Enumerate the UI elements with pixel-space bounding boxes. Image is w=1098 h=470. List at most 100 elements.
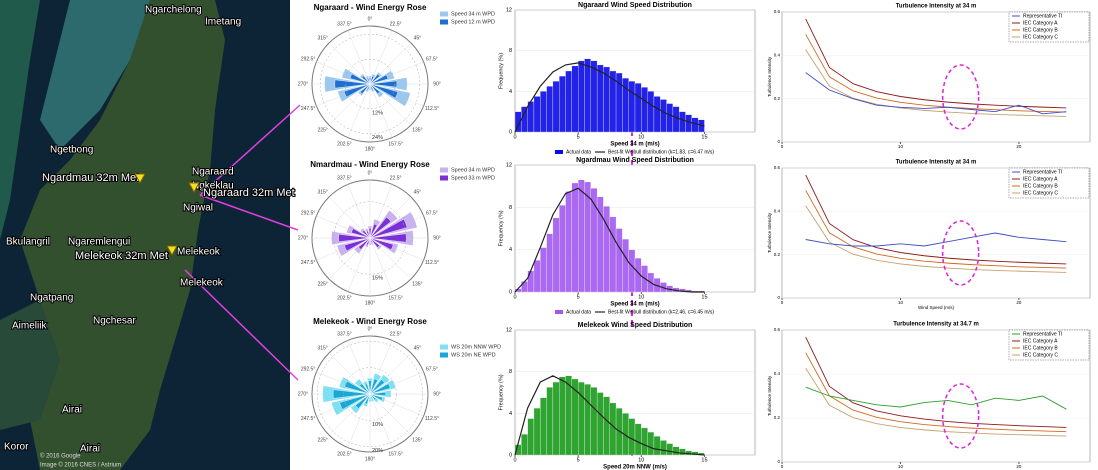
rose-wedge	[369, 75, 375, 85]
x-tick-label: 15	[701, 134, 707, 140]
direction-label: 247.5°	[301, 416, 316, 422]
rose-wedge	[369, 393, 383, 401]
fit-line	[514, 62, 705, 133]
direction-label: 157.5°	[388, 141, 403, 147]
rose-wedge	[369, 383, 391, 395]
x-tick-label: 0	[781, 464, 784, 469]
rose-wedge	[349, 73, 371, 85]
direction-label: 135°	[412, 437, 422, 443]
y-tick-label: 0.6	[774, 165, 781, 170]
y-tick-label: 8	[509, 369, 512, 375]
rose-ring	[343, 367, 397, 421]
bar	[552, 81, 560, 133]
rose-wedge	[359, 383, 371, 395]
direction-label: 22.5°	[390, 175, 402, 181]
bar	[540, 91, 547, 133]
chart-title: Melekeok Wind Speed Distribution	[578, 322, 693, 329]
direction-label: 180°	[365, 300, 375, 306]
y-axis-label: Turbulence Intensity	[767, 56, 772, 97]
y-tick-label: 4	[509, 411, 512, 417]
bar	[660, 440, 667, 456]
line-chart: Turbulence Intensity at 34 m 0 0.2 0.4 0.6 0 1…	[767, 160, 1091, 310]
direction-label: 67.5°	[426, 210, 438, 216]
legend-box	[1008, 11, 1090, 43]
y-tick-label: 12	[506, 327, 512, 333]
rose-wedge	[361, 75, 371, 85]
rose-spoke	[369, 83, 393, 138]
x-tick-label: 10	[898, 464, 904, 469]
bar	[647, 91, 655, 133]
ring-label: 24%	[372, 135, 383, 141]
rose-wedge	[366, 237, 371, 246]
x-tick-label: 0	[513, 457, 516, 463]
direction-label: 180°	[365, 146, 375, 152]
series-line	[805, 49, 1067, 117]
direction-label: 180°	[365, 456, 375, 462]
bar	[609, 402, 617, 456]
map-label: Melekeok 32m Met	[75, 250, 168, 262]
bar	[622, 238, 629, 293]
x-axis-label: Speed 34 m (m/s)	[610, 302, 659, 308]
connectors	[184, 104, 301, 381]
legend-label: WS 20m NE WPD	[451, 352, 496, 358]
bar	[603, 206, 610, 293]
map-label: Ngkeklau	[192, 181, 234, 192]
bar	[641, 87, 648, 133]
direction-label: 225°	[317, 127, 327, 133]
map-label: Airai	[80, 444, 100, 455]
y-axis-label: Frequency (%)	[498, 210, 504, 246]
legend-label: Representative TI	[1023, 13, 1062, 19]
x-tick-label: 5	[577, 294, 580, 300]
y-axis-label: Frequency (%)	[498, 374, 504, 410]
legend-swatch	[440, 344, 448, 350]
rose-wedge	[358, 237, 371, 250]
histogram: Ngardmau Wind Speed Distribution 0 4 8 12 0 5 1…	[498, 157, 756, 315]
direction-label: 315°	[317, 345, 327, 351]
chart-title: Ngaraard Wind Speed Distribution	[578, 2, 692, 9]
rose-spoke	[347, 30, 371, 85]
x-tick-label: 10	[898, 300, 904, 305]
x-tick-label: 10	[638, 457, 644, 463]
chart-title: Turbulence Intensity at 34.7 m	[893, 322, 979, 328]
x-tick-label: 0	[781, 300, 784, 305]
bar	[672, 106, 680, 133]
map-label: Bkulangril	[6, 237, 50, 248]
rose-wedge	[369, 237, 380, 248]
rose-wedge	[338, 234, 371, 242]
direction-label: 22.5°	[390, 331, 402, 337]
direction-label: 157.5°	[388, 295, 403, 301]
chart-title: Melekeok - Wind Energy Rose	[313, 317, 427, 326]
connector	[199, 104, 301, 196]
bar	[666, 103, 674, 133]
rose-wedge	[369, 83, 371, 89]
map-label: Melekeok	[177, 247, 221, 258]
direction-label: 270°	[298, 235, 308, 241]
legend-label: Speed 33 m WPD	[451, 175, 495, 181]
series-line	[805, 232, 1067, 247]
rose-wedge	[366, 230, 371, 239]
y-tick-label: 0.4	[774, 53, 781, 58]
map-label: Ngatpang	[30, 293, 73, 304]
map-credit: Image © 2016 CNES / Astrium	[40, 462, 121, 469]
x-tick-label: 0	[513, 134, 516, 140]
met-pin	[134, 173, 146, 185]
bar	[628, 81, 636, 133]
map-label: Aimeliik	[12, 321, 47, 332]
rose-wedge	[369, 393, 371, 400]
x-tick-label: 20	[1016, 144, 1022, 149]
y-tick-label: 4	[509, 89, 512, 95]
series-line	[805, 205, 1067, 273]
direction-label: 202.5°	[337, 295, 352, 301]
direction-label: 90°	[433, 391, 441, 397]
legend-swatch	[440, 19, 448, 25]
bar	[590, 60, 598, 133]
rose-spoke	[369, 393, 393, 448]
map-label: Koror	[4, 442, 29, 453]
direction-label: 292.5°	[301, 366, 316, 372]
histogram: Ngaraard Wind Speed Distribution 0 4 8 12 0 5 1…	[498, 2, 756, 155]
y-tick-label: 0	[509, 129, 512, 135]
met-pin	[166, 245, 178, 257]
legend-label: Representative TI	[1023, 169, 1062, 175]
y-tick-label: 0	[509, 289, 512, 295]
